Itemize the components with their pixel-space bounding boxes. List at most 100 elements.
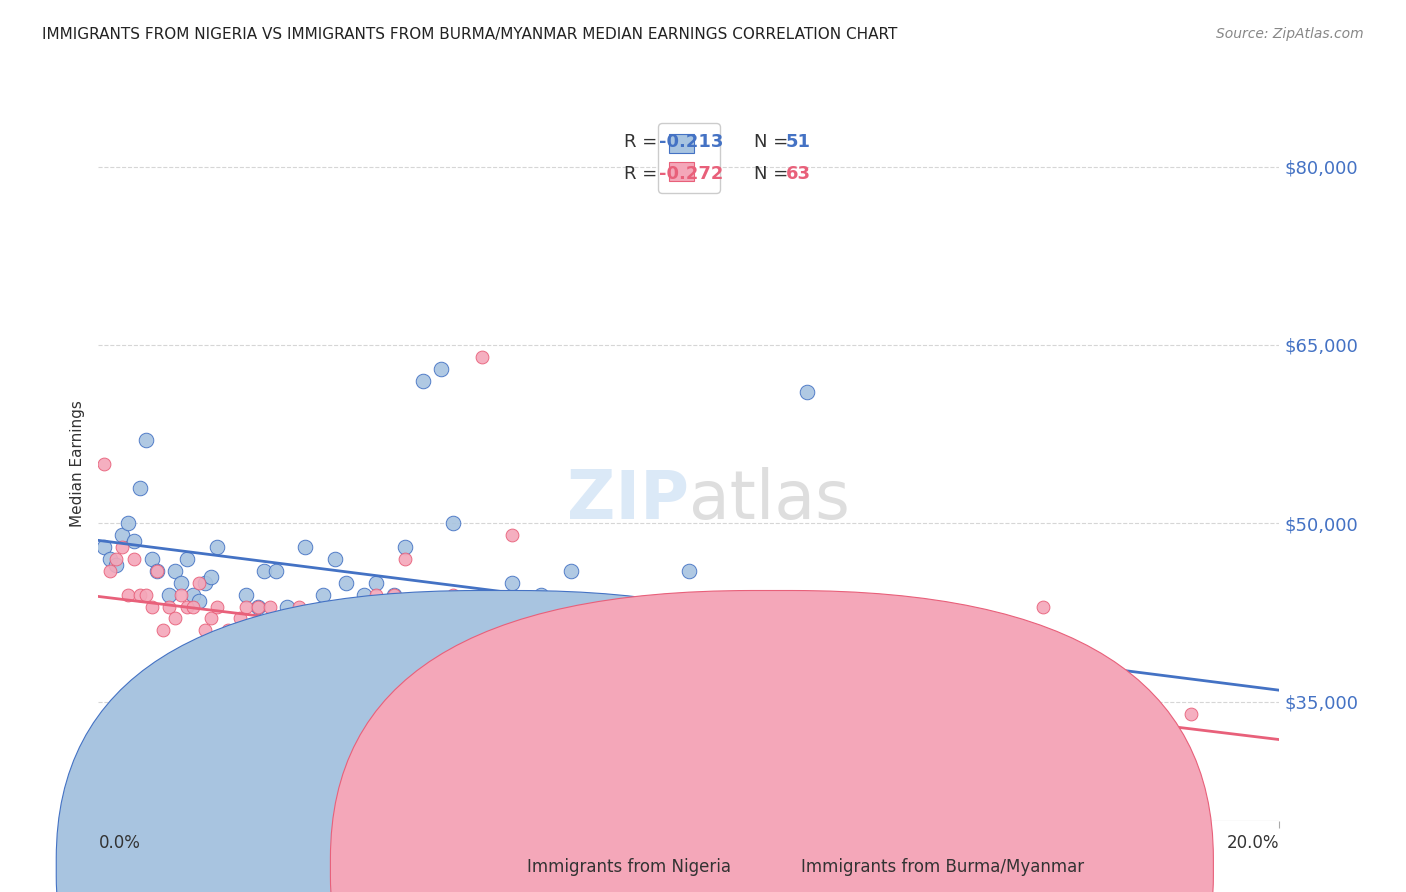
Point (181, 599, 204, 614)
Point (394, 540, 416, 554)
Point (181, 588, 204, 602)
Point (382, 588, 405, 602)
Point (141, 552, 163, 566)
Point (323, 706, 346, 721)
Point (165, 611, 187, 625)
Point (276, 599, 298, 614)
Point (135, 588, 157, 602)
Text: N =: N = (754, 133, 794, 151)
Point (200, 570, 222, 584)
Point (253, 624, 276, 638)
Point (1032, 599, 1054, 614)
Point (589, 742, 612, 756)
Point (371, 682, 394, 697)
Point (353, 635, 375, 649)
Point (312, 588, 335, 602)
Point (412, 374, 434, 388)
Text: 51: 51 (786, 133, 811, 151)
Point (441, 588, 464, 602)
Point (1091, 754, 1114, 768)
Text: 0.0%: 0.0% (98, 834, 141, 852)
Point (187, 593, 209, 607)
Point (305, 611, 328, 625)
Point (98, 564, 121, 578)
Text: IMMIGRANTS FROM NIGERIA VS IMMIGRANTS FROM BURMA/MYANMAR MEDIAN EARNINGS CORRELA: IMMIGRANTS FROM NIGERIA VS IMMIGRANTS FR… (42, 27, 897, 42)
Point (430, 361, 453, 376)
Text: 20.0%: 20.0% (1227, 834, 1279, 852)
Point (973, 718, 995, 732)
Point (489, 659, 512, 673)
Text: Source: ZipAtlas.com: Source: ZipAtlas.com (1216, 27, 1364, 41)
Point (707, 671, 730, 685)
Point (796, 682, 818, 697)
Point (264, 564, 287, 578)
Point (157, 599, 180, 614)
Text: R =: R = (624, 165, 664, 183)
Point (335, 575, 357, 590)
Point (335, 718, 357, 732)
Point (235, 599, 257, 614)
Point (796, 385, 818, 400)
Point (187, 575, 209, 590)
Point (530, 588, 553, 602)
Text: atlas: atlas (689, 467, 849, 533)
Point (501, 575, 523, 590)
Point (294, 540, 316, 554)
Legend: , : , (658, 123, 720, 193)
Point (471, 671, 494, 685)
Point (364, 575, 387, 590)
Point (194, 575, 217, 590)
Point (318, 695, 340, 709)
Text: Immigrants from Burma/Myanmar: Immigrants from Burma/Myanmar (801, 858, 1084, 876)
Point (560, 682, 582, 697)
Point (394, 552, 416, 566)
Point (170, 588, 193, 602)
Point (205, 599, 228, 614)
Point (165, 564, 187, 578)
Point (98, 552, 121, 566)
Point (737, 599, 759, 614)
Point (200, 611, 222, 625)
Y-axis label: Median Earnings: Median Earnings (70, 401, 86, 527)
Point (146, 564, 169, 578)
Point (105, 552, 128, 566)
Text: Immigrants from Nigeria: Immigrants from Nigeria (527, 858, 731, 876)
Point (253, 564, 276, 578)
Point (157, 588, 180, 602)
Text: -0.213: -0.213 (659, 133, 724, 151)
Point (678, 564, 700, 578)
Point (264, 682, 287, 697)
Point (1032, 671, 1054, 685)
Point (105, 558, 128, 572)
Point (170, 575, 193, 590)
Point (276, 695, 298, 709)
Point (1180, 706, 1202, 721)
Point (353, 588, 375, 602)
Point (288, 599, 311, 614)
Point (152, 624, 174, 638)
Point (176, 599, 198, 614)
Point (111, 540, 134, 554)
Point (648, 671, 671, 685)
Text: R =: R = (624, 133, 664, 151)
Point (259, 599, 281, 614)
Point (146, 564, 169, 578)
Point (229, 611, 252, 625)
Text: N =: N = (754, 165, 794, 183)
Point (117, 588, 139, 602)
Point (117, 516, 139, 531)
Point (235, 588, 257, 602)
Point (678, 682, 700, 697)
Point (122, 534, 145, 549)
Text: -0.272: -0.272 (659, 165, 724, 183)
Point (135, 433, 157, 447)
Point (217, 624, 239, 638)
Point (122, 552, 145, 566)
Point (441, 516, 464, 531)
Point (973, 682, 995, 697)
Point (648, 659, 671, 673)
Point (855, 671, 877, 685)
Point (423, 682, 446, 697)
Point (224, 635, 246, 649)
Point (382, 588, 405, 602)
